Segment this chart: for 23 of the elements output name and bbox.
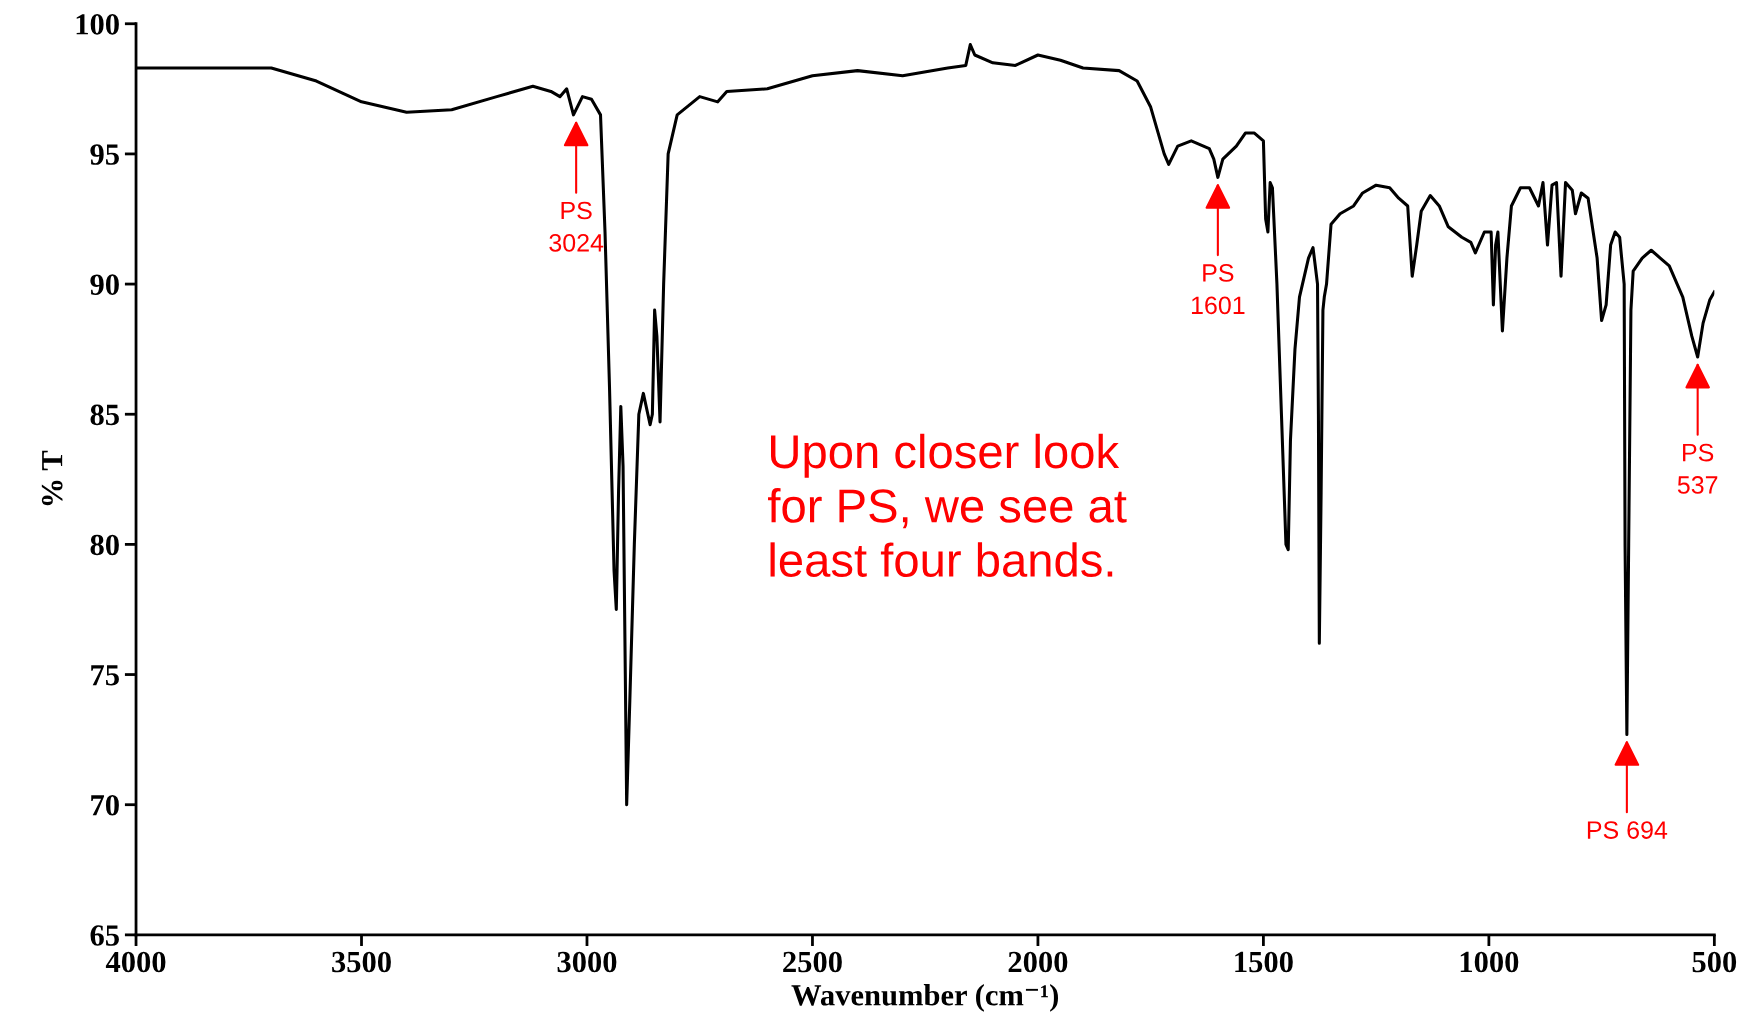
- y-axis-title: % T: [41, 450, 63, 506]
- x-tick-label: 4000: [105, 951, 166, 973]
- x-tick-label: 500: [1692, 951, 1737, 973]
- y-tick-label: 100: [76, 14, 119, 35]
- annotation: PS 694: [1587, 821, 1668, 839]
- annotation: PS 537: [1677, 443, 1718, 494]
- y-tick-label: 70: [91, 794, 119, 816]
- y-tick-label: 90: [90, 274, 119, 295]
- x-tick-label: 2000: [1008, 951, 1068, 973]
- annotation: Upon closer look for PS, we see at least four bands.: [768, 433, 1127, 578]
- x-tick-label: 2500: [783, 951, 842, 973]
- y-tick-label: 95: [90, 144, 119, 165]
- x-axis-title: Wavenumber (cm⁻¹): [791, 984, 1058, 1012]
- y-tick-label: 80: [90, 534, 119, 556]
- y-tick-label: 85: [90, 404, 119, 426]
- y-tick-label: 75: [91, 665, 119, 686]
- x-tick-label: 3000: [557, 951, 617, 973]
- annotation: PS 1601: [1191, 264, 1245, 315]
- annotation: PS 3024: [549, 201, 604, 252]
- y-tick-label: 65: [90, 925, 119, 946]
- x-tick-label: 1000: [1460, 951, 1519, 973]
- x-tick-label: 3500: [332, 951, 391, 973]
- x-tick-label: 1500: [1235, 951, 1293, 973]
